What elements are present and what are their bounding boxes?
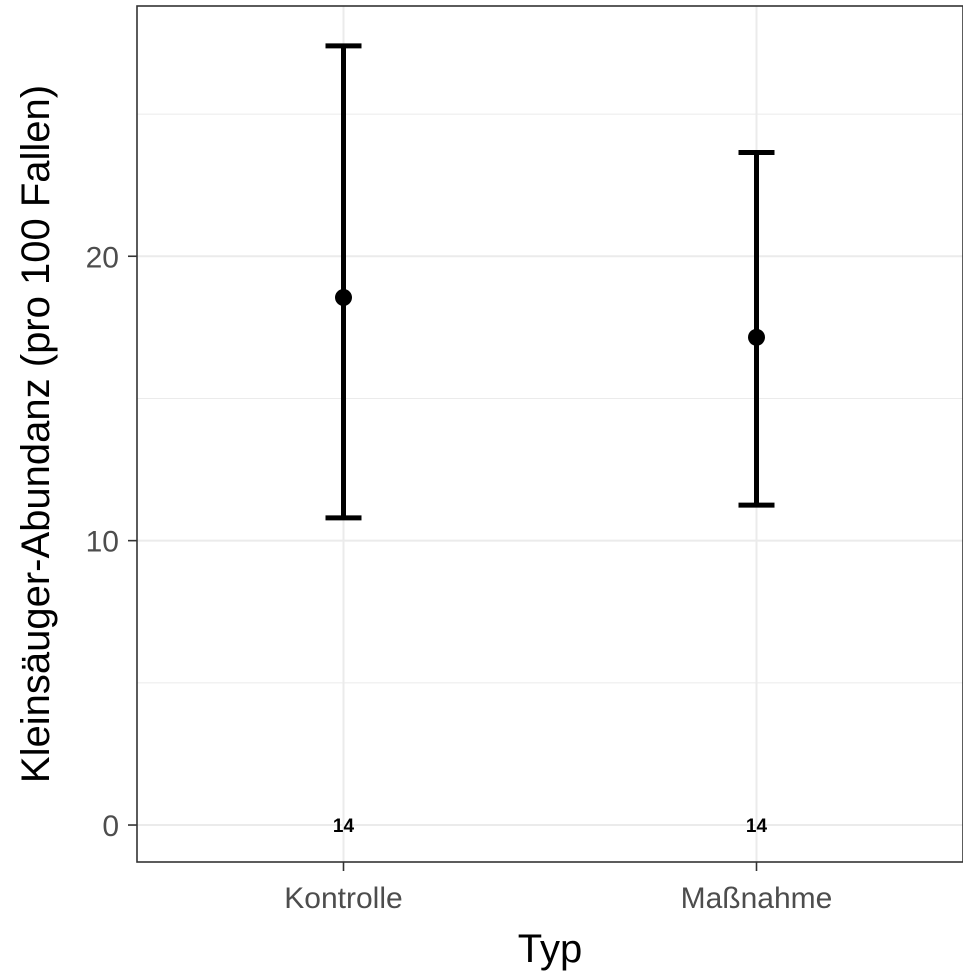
panel-border — [136, 5, 963, 863]
y-tick-label: 0 — [102, 810, 119, 843]
sample-size-label: 14 — [333, 816, 355, 837]
y-axis-title: Kleinsäuger-Abundanz (pro 100 Fallen) — [14, 85, 58, 783]
grid-lines — [137, 6, 963, 862]
mean-point — [748, 328, 765, 346]
mean-point — [335, 288, 352, 306]
plot-marks: 14 14 — [325, 43, 775, 837]
x-tick-label: Kontrolle — [284, 882, 402, 915]
sample-size-label: 14 — [746, 816, 768, 837]
x-axis-title: Typ — [518, 927, 582, 971]
x-tick-label: Maßnahme — [681, 882, 833, 915]
y-tick-label: 20 — [86, 241, 119, 274]
y-tick-label: 10 — [86, 526, 119, 559]
axes: 0 10 20 Kontrolle Maßnahme — [86, 241, 833, 915]
